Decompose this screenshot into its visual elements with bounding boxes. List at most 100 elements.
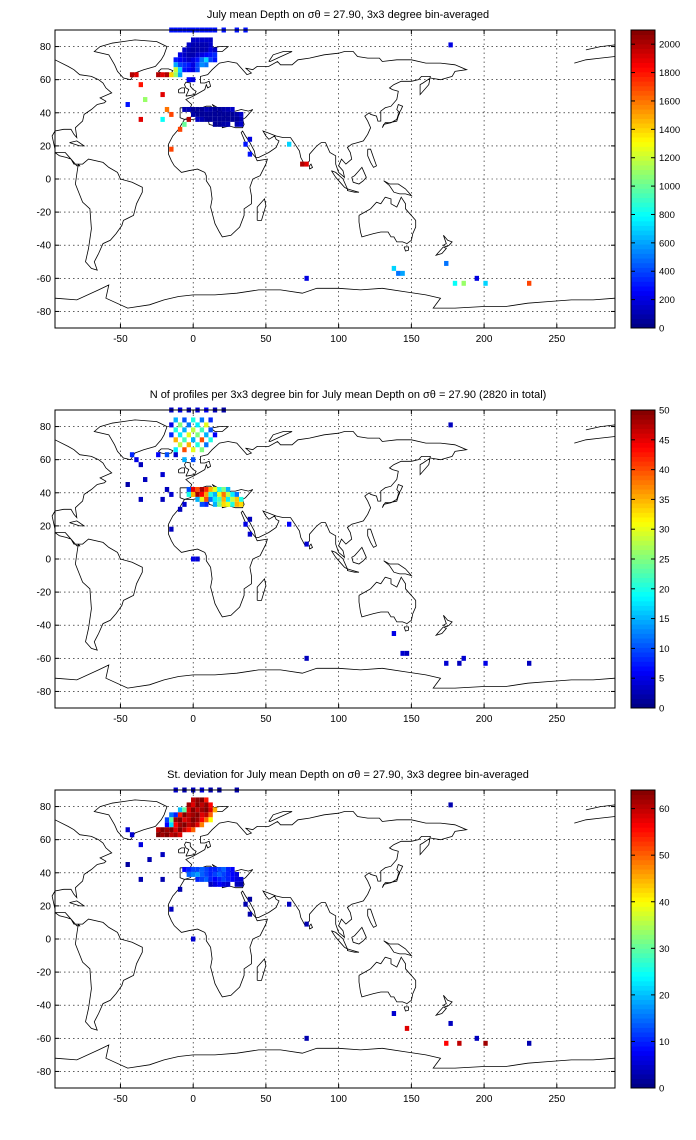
data-bin bbox=[182, 106, 187, 112]
data-bin bbox=[125, 862, 130, 867]
data-bin bbox=[182, 822, 187, 828]
coastline bbox=[585, 804, 616, 811]
data-bin bbox=[208, 106, 213, 112]
data-bin bbox=[195, 871, 200, 877]
data-bin bbox=[195, 67, 200, 73]
x-tick-label: 0 bbox=[190, 714, 196, 725]
data-bin bbox=[448, 422, 453, 428]
data-bin bbox=[138, 462, 143, 468]
data-bin bbox=[199, 491, 205, 497]
data-bin bbox=[191, 52, 196, 58]
colorbar-segment bbox=[631, 1050, 655, 1056]
data-bin bbox=[199, 876, 205, 882]
colorbar-segment bbox=[631, 286, 655, 292]
colorbar-segment bbox=[631, 81, 655, 87]
data-bin bbox=[173, 427, 178, 433]
colorbar-segment bbox=[631, 1022, 655, 1028]
colorbar-segment bbox=[631, 99, 655, 105]
colorbar-segment bbox=[631, 799, 655, 805]
coastline bbox=[268, 811, 293, 822]
data-bin bbox=[457, 660, 462, 666]
colorbar-segment bbox=[631, 512, 655, 518]
colorbar-segment bbox=[631, 479, 655, 485]
data-bin bbox=[444, 260, 449, 266]
colorbar-segment bbox=[631, 605, 655, 611]
data-bin bbox=[191, 936, 196, 942]
data-bin bbox=[191, 556, 196, 562]
data-bin bbox=[182, 457, 187, 463]
data-bin bbox=[304, 161, 309, 167]
data-bin bbox=[199, 501, 205, 507]
coastline bbox=[54, 664, 616, 689]
coastline bbox=[256, 578, 267, 601]
colorbar-tick-label: 0 bbox=[659, 704, 664, 715]
data-bin bbox=[169, 491, 174, 497]
colorbar-segment bbox=[631, 304, 655, 310]
data-bin bbox=[191, 457, 196, 463]
data-bin bbox=[160, 116, 165, 122]
colorbar-segment bbox=[631, 248, 655, 254]
data-bin bbox=[304, 921, 309, 927]
data-bin bbox=[195, 556, 200, 562]
data-bin bbox=[221, 111, 226, 117]
coastline bbox=[346, 188, 360, 193]
data-bin bbox=[125, 102, 130, 107]
colorbar-segment bbox=[631, 670, 655, 676]
data-bin bbox=[199, 807, 205, 813]
colorbar-segment bbox=[631, 596, 655, 602]
panel-mean-depth: July mean Depth on σθ = 27.90, 3x3 degre… bbox=[37, 9, 681, 345]
colorbar-segment bbox=[631, 883, 655, 889]
data-bin bbox=[208, 486, 213, 492]
data-bin bbox=[199, 817, 205, 823]
colorbar-tick-label: 40 bbox=[659, 897, 670, 908]
colorbar-tick-label: 1000 bbox=[659, 182, 680, 193]
data-bin bbox=[195, 486, 200, 492]
colorbar-segment bbox=[631, 309, 655, 315]
data-bin bbox=[204, 106, 209, 112]
colorbar-segment bbox=[631, 827, 655, 833]
colorbar-segment bbox=[631, 461, 655, 467]
data-bin bbox=[143, 97, 148, 103]
data-bin bbox=[457, 1040, 462, 1046]
x-tick-label: 200 bbox=[476, 714, 493, 725]
panel-3-title: St. deviation for July mean Depth on σθ … bbox=[167, 769, 529, 781]
y-tick-label: -20 bbox=[37, 588, 52, 599]
x-tick-label: 100 bbox=[330, 1094, 347, 1105]
data-bin bbox=[177, 812, 183, 818]
colorbar-segment bbox=[631, 484, 655, 490]
data-bin bbox=[225, 111, 231, 117]
colorbar-segment bbox=[631, 934, 655, 940]
data-bin bbox=[169, 832, 174, 838]
y-tick-label: -60 bbox=[37, 654, 52, 665]
data-bin bbox=[461, 280, 466, 286]
data-bin bbox=[191, 47, 196, 53]
colorbar-segment bbox=[631, 451, 655, 457]
data-bin bbox=[400, 270, 405, 276]
colorbar-segment bbox=[631, 577, 655, 583]
data-bin bbox=[208, 876, 213, 882]
data-bin bbox=[199, 797, 205, 803]
data-bin bbox=[212, 491, 218, 497]
data-bin bbox=[169, 422, 174, 428]
data-bin bbox=[195, 797, 200, 803]
data-bin bbox=[199, 486, 205, 492]
data-bin bbox=[217, 496, 222, 502]
data-bin bbox=[300, 161, 305, 167]
colorbar-frame bbox=[630, 29, 656, 329]
data-bin bbox=[191, 67, 196, 73]
colorbar-segment bbox=[631, 1046, 655, 1052]
data-bin bbox=[182, 121, 187, 127]
panel-2-title: N of profiles per 3x3 degree bin for Jul… bbox=[150, 389, 547, 401]
colorbar-segment bbox=[631, 897, 655, 903]
data-bin bbox=[199, 62, 205, 68]
data-bin bbox=[212, 881, 218, 887]
data-bin bbox=[195, 111, 200, 117]
y-tick-label: -60 bbox=[37, 274, 52, 285]
x-tick-label: 200 bbox=[476, 1094, 493, 1105]
colorbar-segment bbox=[631, 864, 655, 870]
colorbar-segment bbox=[631, 698, 655, 704]
data-bin bbox=[191, 417, 196, 423]
data-bin bbox=[182, 501, 187, 507]
data-bin bbox=[134, 457, 139, 463]
data-bin bbox=[169, 111, 174, 117]
